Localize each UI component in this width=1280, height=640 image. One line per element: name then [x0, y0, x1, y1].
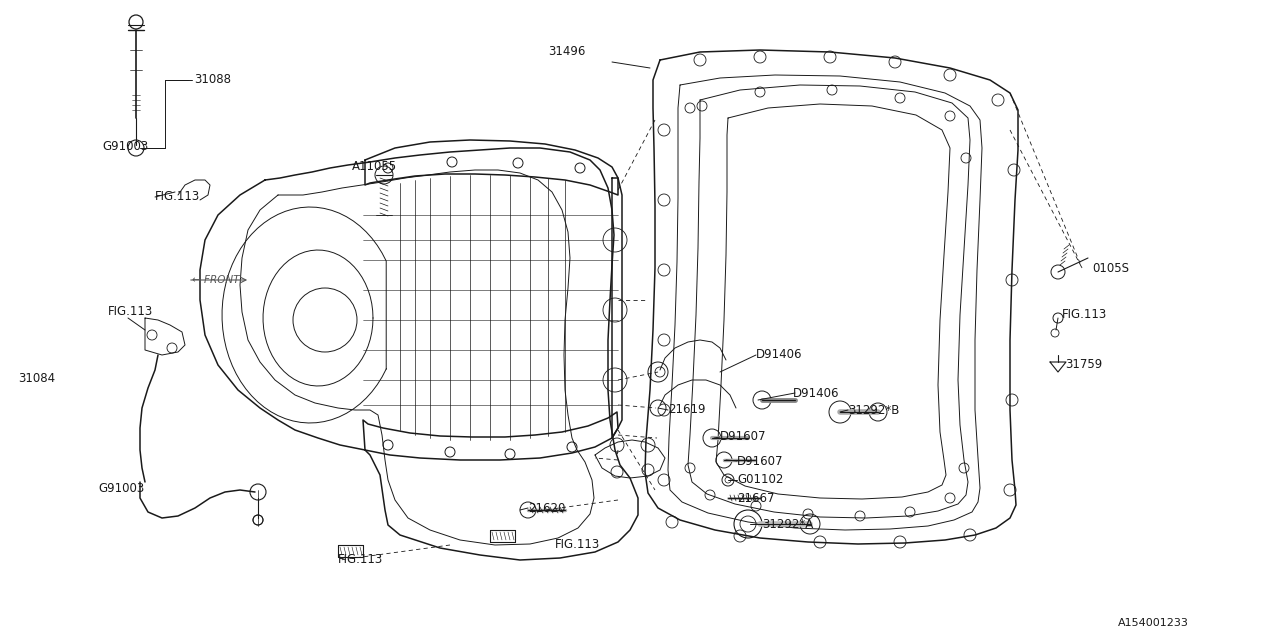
Text: 0105S: 0105S: [1092, 262, 1129, 275]
Text: D91406: D91406: [794, 387, 840, 400]
Text: 31084: 31084: [18, 372, 55, 385]
Text: D91607: D91607: [721, 430, 767, 443]
Text: G91003: G91003: [102, 140, 148, 153]
Text: FIG.113: FIG.113: [556, 538, 600, 551]
Text: 21667: 21667: [737, 492, 774, 505]
Text: FIG.113: FIG.113: [108, 305, 154, 318]
Text: G91003: G91003: [99, 482, 145, 495]
Text: FIG.113: FIG.113: [155, 190, 200, 203]
Text: D91607: D91607: [737, 455, 783, 468]
Text: FIG.113: FIG.113: [338, 553, 383, 566]
Text: 31496: 31496: [548, 45, 585, 58]
Text: FIG.113: FIG.113: [1062, 308, 1107, 321]
Text: A11055: A11055: [352, 160, 397, 173]
Text: D91406: D91406: [756, 348, 803, 361]
Text: 31292*B: 31292*B: [849, 404, 900, 417]
Text: 21620: 21620: [529, 502, 566, 515]
Text: ← FRONT: ← FRONT: [192, 275, 239, 285]
Text: 31088: 31088: [195, 73, 230, 86]
Text: G01102: G01102: [737, 473, 783, 486]
Text: A154001233: A154001233: [1117, 618, 1189, 628]
Text: 21619: 21619: [668, 403, 705, 416]
Text: 31759: 31759: [1065, 358, 1102, 371]
Text: 31292*A: 31292*A: [762, 518, 813, 531]
